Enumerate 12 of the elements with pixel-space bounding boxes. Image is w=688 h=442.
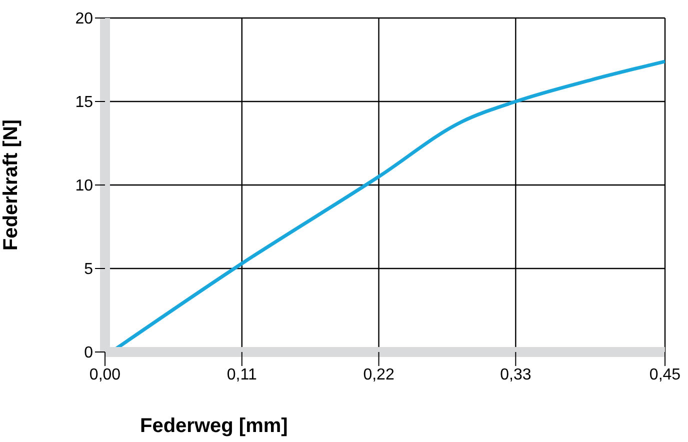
x-tick-label: 0,11 [226,366,257,384]
y-axis-title: Federkraft [N] [0,119,22,251]
y-tick-label: 5 [84,261,94,278]
y-tick-label: 10 [75,178,94,195]
x-tick-label: 0,22 [363,366,394,384]
x-tick-label: 0,45 [649,366,681,384]
x-axis-title: Federweg [mm] [140,415,288,437]
y-tick-label: 15 [75,94,94,112]
x-tick-label: 0,33 [500,366,532,384]
y-tick-label: 0 [84,344,94,362]
x-tick-label: 0,00 [89,366,121,384]
y-tick-label: 20 [75,10,94,28]
